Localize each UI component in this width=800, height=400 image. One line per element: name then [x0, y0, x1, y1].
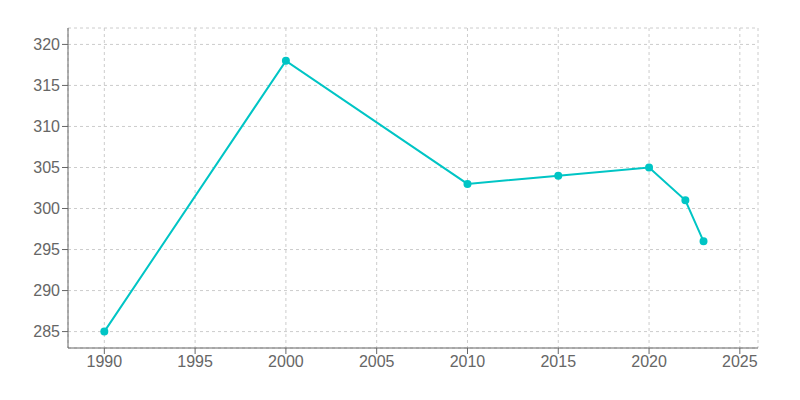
svg-text:305: 305	[33, 159, 60, 176]
svg-text:2020: 2020	[631, 353, 667, 370]
svg-text:2000: 2000	[268, 353, 304, 370]
svg-text:295: 295	[33, 241, 60, 258]
svg-text:290: 290	[33, 282, 60, 299]
svg-text:320: 320	[33, 36, 60, 53]
svg-text:2015: 2015	[540, 353, 576, 370]
svg-text:2025: 2025	[722, 353, 758, 370]
svg-text:285: 285	[33, 323, 60, 340]
svg-text:2010: 2010	[450, 353, 486, 370]
svg-text:2005: 2005	[359, 353, 395, 370]
svg-text:315: 315	[33, 77, 60, 94]
svg-text:1990: 1990	[87, 353, 123, 370]
svg-text:1995: 1995	[177, 353, 213, 370]
svg-text:300: 300	[33, 200, 60, 217]
svg-text:310: 310	[33, 118, 60, 135]
